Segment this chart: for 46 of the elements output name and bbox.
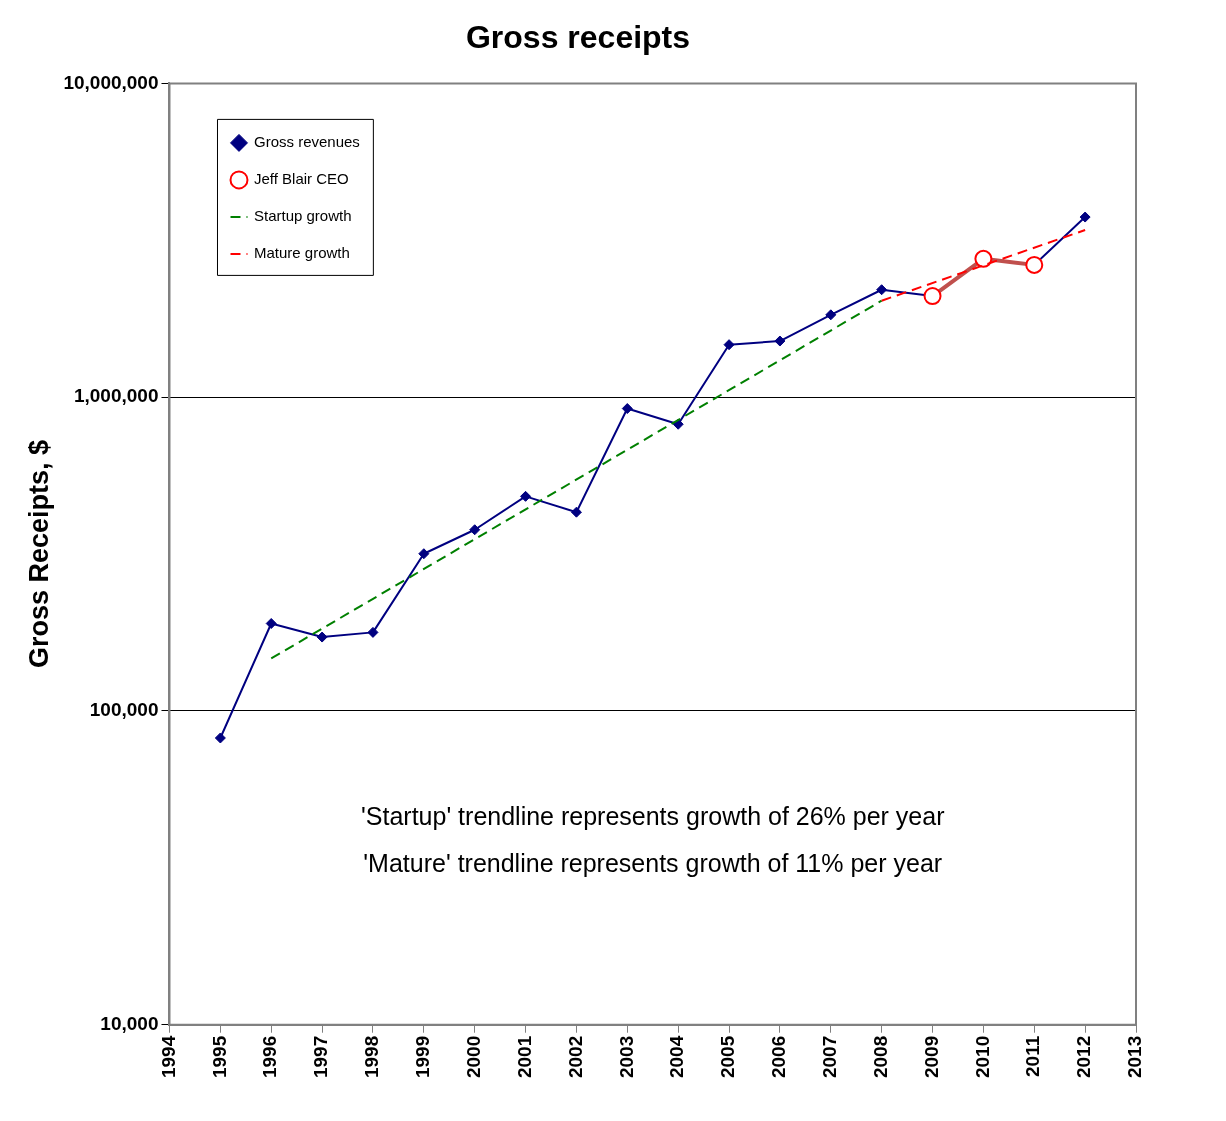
point bbox=[621, 403, 633, 415]
point bbox=[825, 309, 837, 321]
point bbox=[774, 335, 786, 347]
x-tick-label: 2007 bbox=[819, 1035, 841, 1079]
x-tick-label: 2004 bbox=[666, 1035, 688, 1079]
x-tick-label: 1995 bbox=[208, 1035, 230, 1079]
y-tick-label: 10,000,000 bbox=[63, 71, 159, 93]
x-tick-label: 2005 bbox=[717, 1035, 739, 1079]
x-tick-label: 2003 bbox=[615, 1035, 637, 1079]
x-tick-label: 2013 bbox=[1124, 1035, 1146, 1079]
annotation: 'Startup' trendline represents growth of 26% per year bbox=[361, 801, 945, 830]
x-tick-label: 1999 bbox=[412, 1035, 434, 1079]
x-tick-label: 2009 bbox=[920, 1035, 942, 1079]
point bbox=[469, 524, 481, 536]
x-tick-label: 1998 bbox=[361, 1035, 383, 1079]
x-tick-label: 2012 bbox=[1073, 1035, 1095, 1079]
y-tick-label: 100,000 bbox=[89, 699, 159, 721]
x-tick-label: 1996 bbox=[259, 1035, 281, 1079]
legend-label: Mature growth bbox=[253, 244, 350, 262]
point bbox=[570, 506, 582, 518]
x-tick-label: 2002 bbox=[564, 1035, 586, 1079]
point bbox=[723, 339, 735, 351]
point bbox=[1079, 211, 1091, 223]
y-tick-label: 10,000 bbox=[100, 1012, 159, 1034]
x-tick-label: 2011 bbox=[1022, 1035, 1044, 1077]
annotation: 'Mature' trendline represents growth of 11% per year bbox=[363, 848, 943, 877]
x-tick-label: 1997 bbox=[310, 1035, 332, 1079]
point bbox=[418, 548, 430, 560]
point bbox=[214, 732, 226, 744]
x-tick-label: 2001 bbox=[513, 1035, 535, 1079]
legend-label: Jeff Blair CEO bbox=[253, 170, 349, 188]
point bbox=[265, 617, 277, 629]
y-axis-title: Gross Receipts, $ bbox=[23, 440, 54, 669]
point bbox=[316, 631, 328, 643]
x-tick-label: 1994 bbox=[157, 1035, 179, 1079]
x-tick-label: 2008 bbox=[869, 1035, 891, 1079]
x-tick-label: 2000 bbox=[462, 1035, 484, 1079]
chart-title: Gross receipts bbox=[465, 19, 691, 56]
x-tick-label: 2010 bbox=[971, 1035, 993, 1079]
x-tick-label: 2006 bbox=[768, 1035, 790, 1079]
point bbox=[876, 284, 888, 296]
legend-label: Gross revenues bbox=[253, 133, 360, 151]
point bbox=[367, 626, 379, 638]
y-tick-label: 1,000,000 bbox=[73, 385, 159, 407]
legend-label: Startup growth bbox=[253, 207, 352, 225]
point bbox=[520, 490, 532, 502]
